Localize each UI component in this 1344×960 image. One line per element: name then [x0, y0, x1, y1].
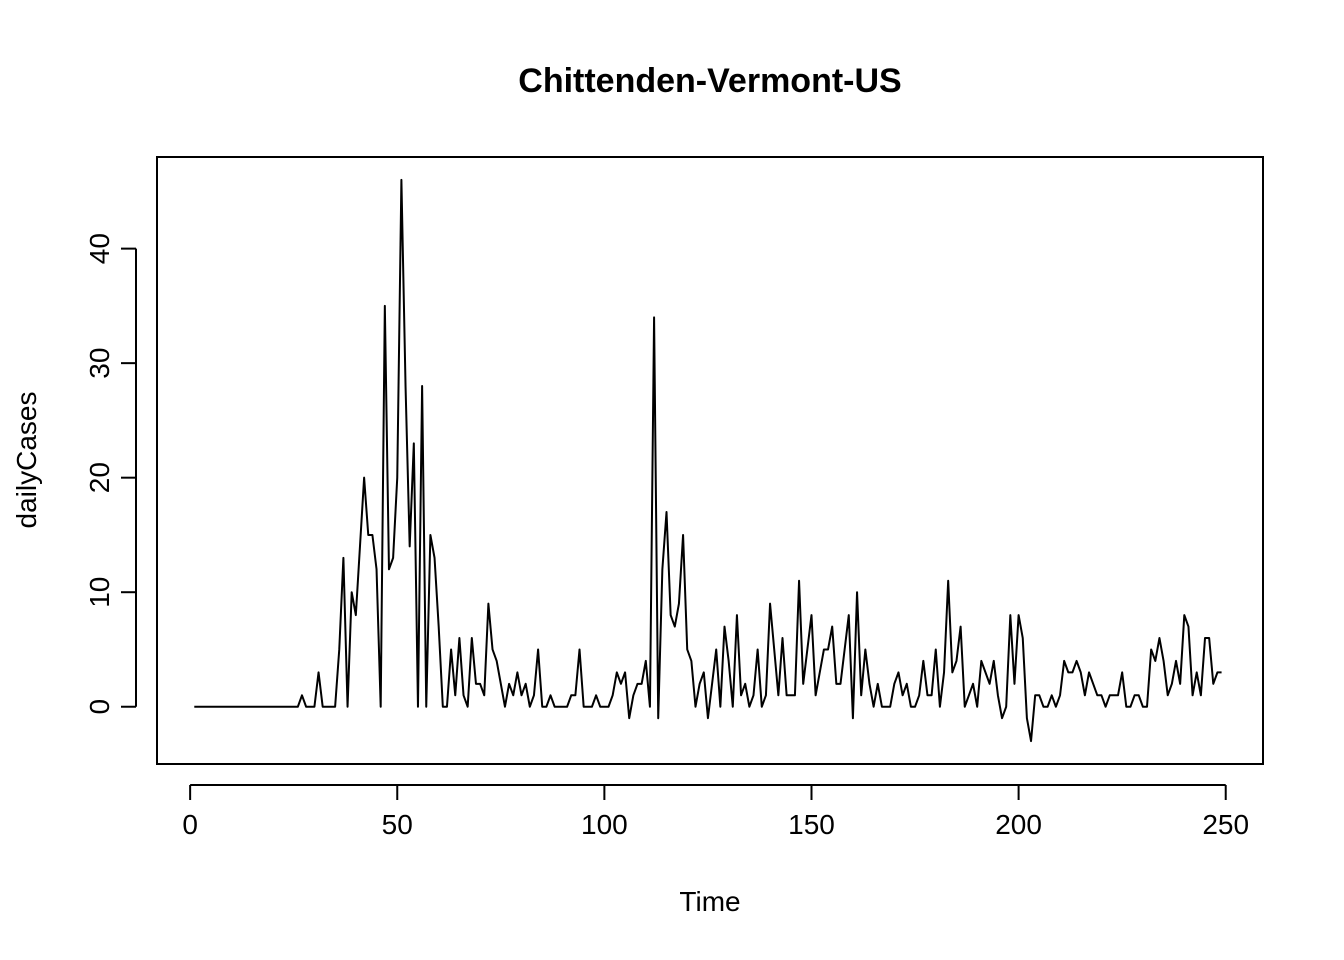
- x-tick-label: 150: [788, 809, 835, 840]
- chart-title: Chittenden-Vermont-US: [518, 62, 901, 100]
- x-axis-label: Time: [679, 886, 740, 917]
- plot-frame: [156, 156, 1264, 765]
- x-tick-label: 0: [182, 809, 198, 840]
- x-tick-label: 250: [1202, 809, 1249, 840]
- y-tick-label: 10: [84, 577, 115, 608]
- x-tick-label: 200: [995, 809, 1042, 840]
- x-axis: 0 50 100 150 200 250: [182, 784, 1249, 840]
- series-line-daily-cases: [194, 178, 1222, 743]
- y-tick-label: 30: [84, 348, 115, 379]
- y-axis: 0 10 20 30 40: [84, 233, 137, 715]
- y-tick-label: 40: [84, 233, 115, 264]
- y-axis-label: dailyCases: [11, 392, 42, 529]
- y-tick-label: 0: [84, 699, 115, 715]
- y-tick-label: 20: [84, 462, 115, 493]
- x-tick-label: 100: [581, 809, 628, 840]
- x-tick-label: 50: [382, 809, 413, 840]
